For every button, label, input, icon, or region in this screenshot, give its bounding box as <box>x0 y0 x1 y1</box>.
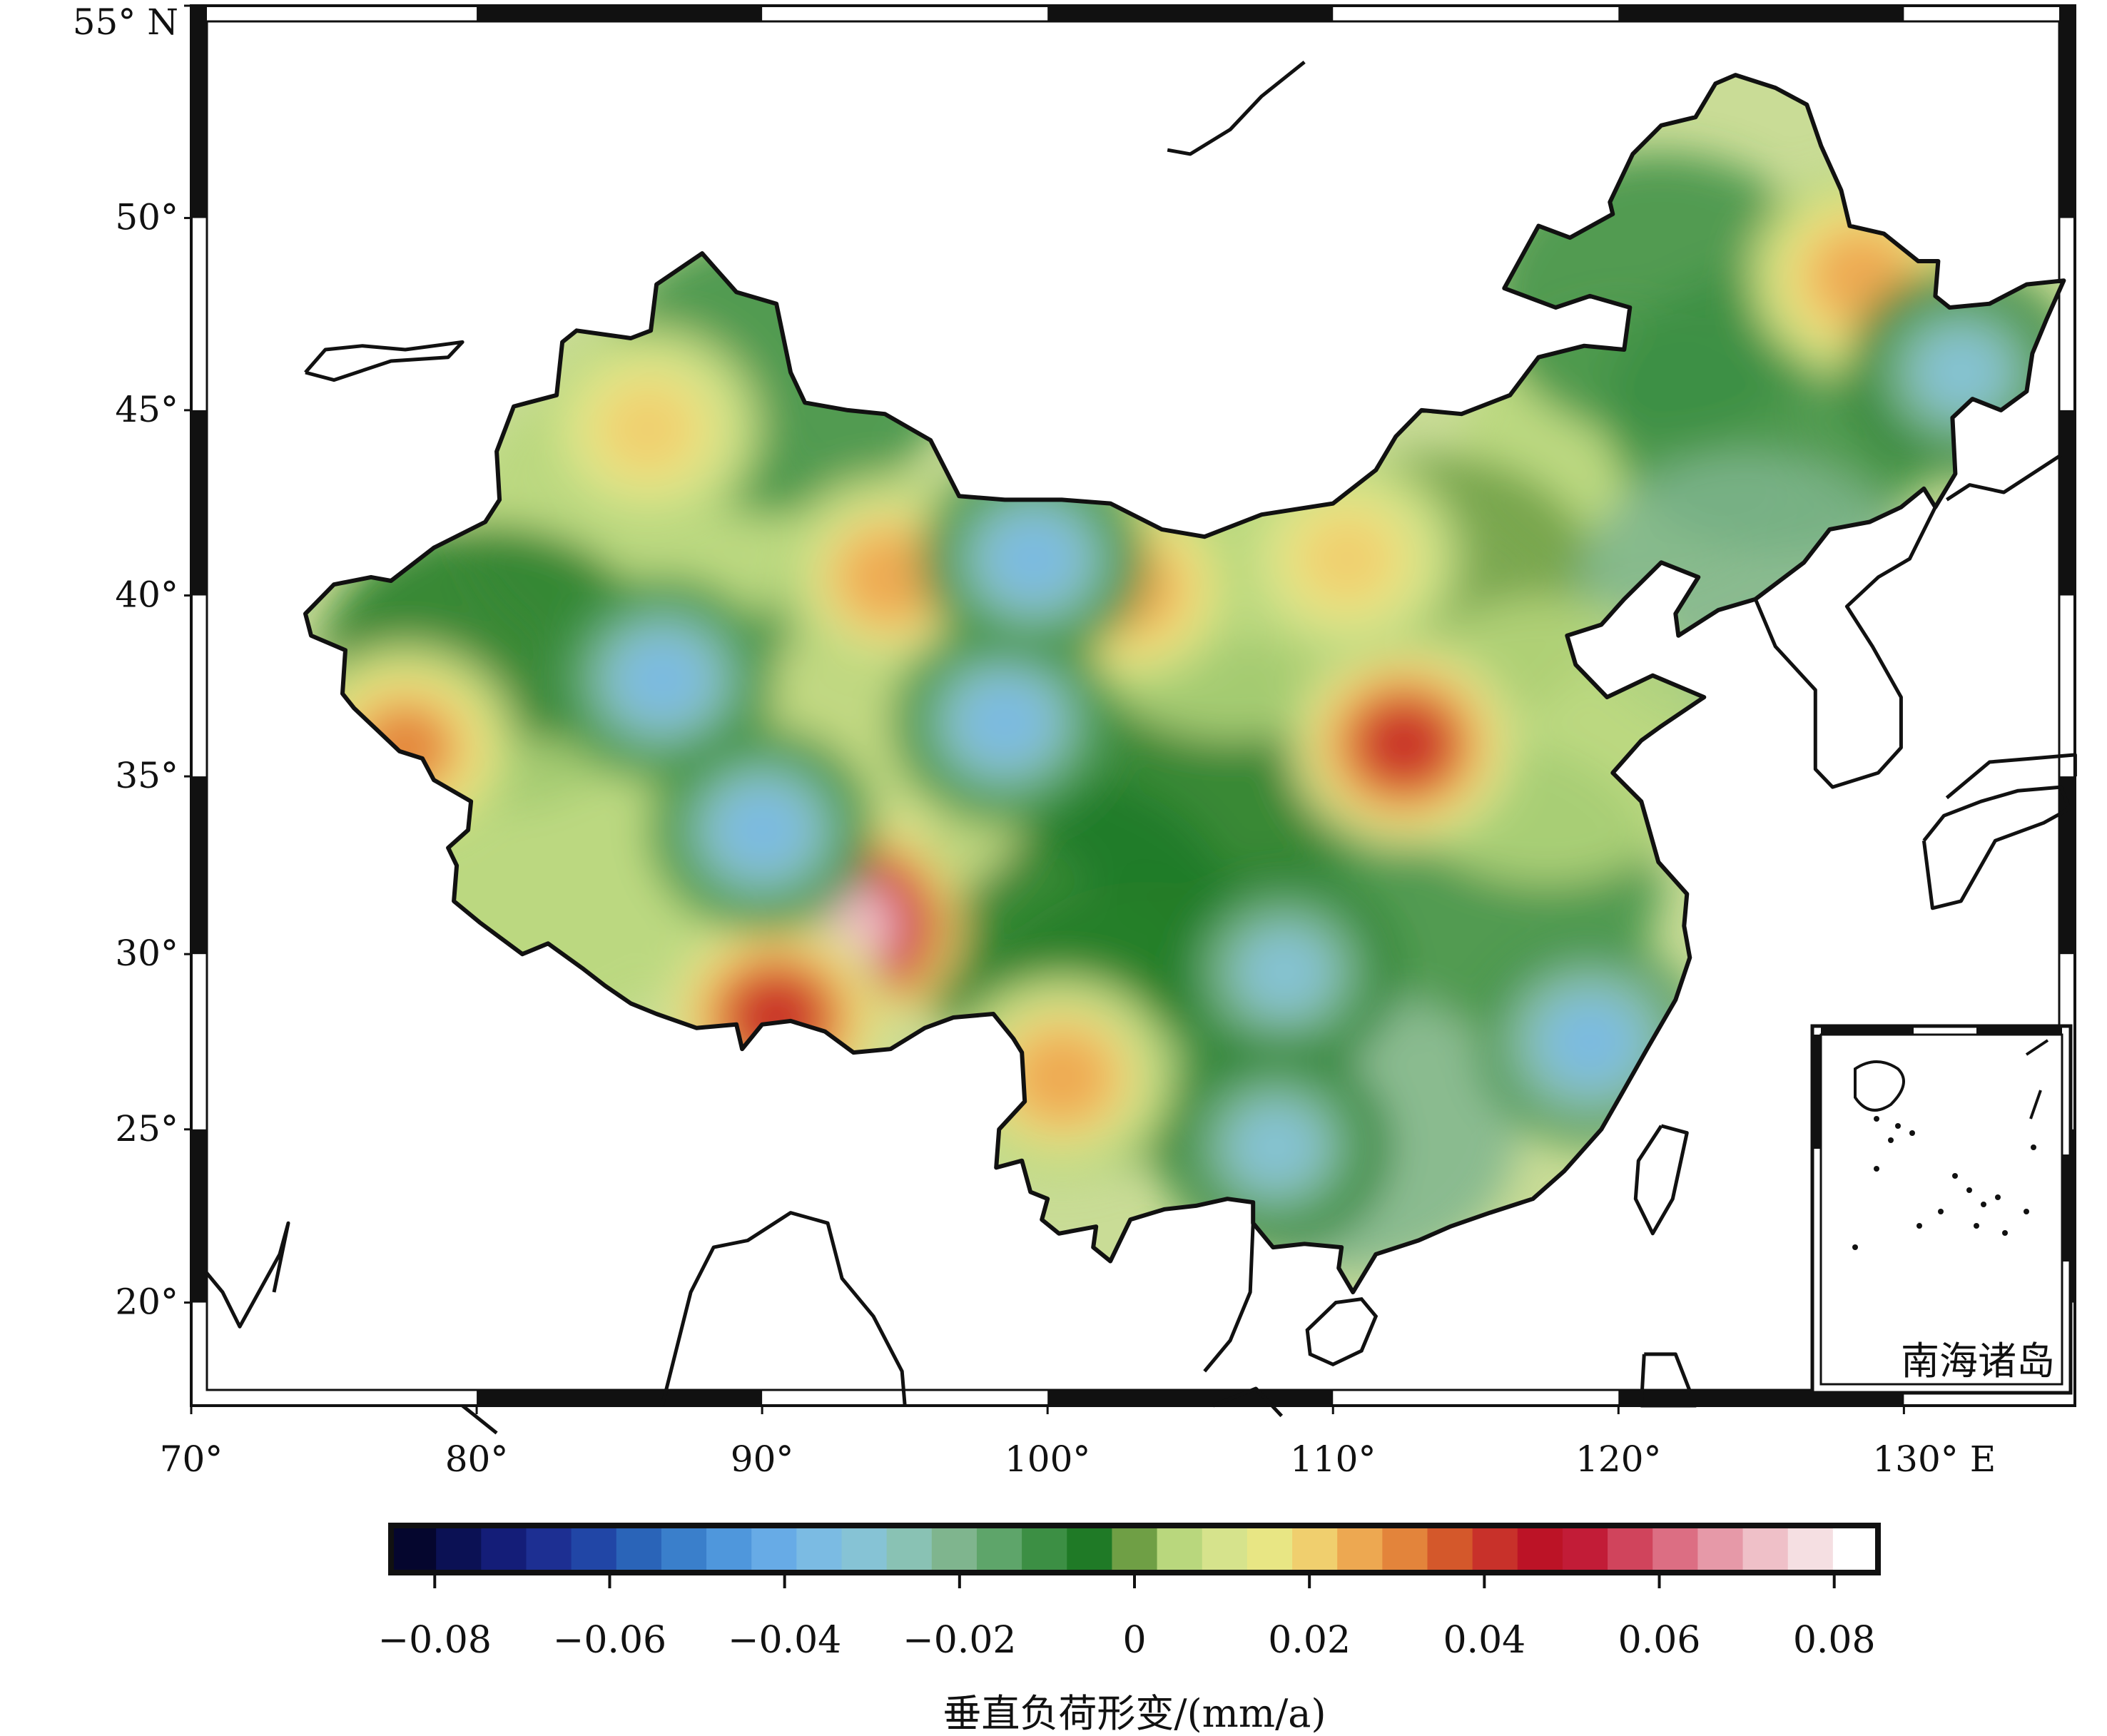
colorbar-swatch <box>1472 1526 1518 1573</box>
south-china-sea-inset: 南海诸岛 <box>1810 1024 2073 1395</box>
colorbar-swatch <box>1427 1526 1473 1573</box>
colorbar-swatch <box>661 1526 707 1573</box>
colorbar-swatch <box>1022 1526 1068 1573</box>
colorbar-swatch <box>1832 1526 1879 1573</box>
colorbar-tick-label: 0 <box>1122 1619 1146 1662</box>
lon-tick-label: 100° <box>1005 1438 1090 1480</box>
colorbar-tick-label: 0.04 <box>1443 1619 1525 1662</box>
colorbar-swatch <box>1742 1526 1789 1573</box>
lat-tick-label: 20° <box>115 1281 178 1323</box>
colorbar-swatch <box>1247 1526 1293 1573</box>
field-hotspot <box>1914 329 2009 415</box>
field-hotspot <box>715 787 810 873</box>
colorbar: −0.08 −0.06 −0.04 −0.02 0 0.02 0.04 0.06 0.08 垂直负… <box>378 1523 1881 1736</box>
lat-tick-label: 40° <box>115 574 178 616</box>
colorbar-swatch <box>1157 1526 1203 1573</box>
neighbor-coastlines <box>204 60 2077 1435</box>
colorbar-tick-label: −0.06 <box>553 1619 666 1662</box>
colorbar-swatch <box>526 1526 572 1573</box>
field-hotspot <box>1237 928 1332 1015</box>
lon-tick-label: 80° <box>445 1438 509 1480</box>
field-hotspot <box>1015 1034 1110 1120</box>
lon-tick-label: 110° <box>1290 1438 1376 1480</box>
colorbar-swatch <box>571 1526 617 1573</box>
coastline <box>1167 60 1306 156</box>
colorbar-tick-label: −0.08 <box>378 1619 492 1662</box>
lon-tick-label: 90° <box>731 1438 794 1480</box>
coastline <box>1639 1352 1697 1408</box>
lat-tick-label: 35° <box>115 755 178 796</box>
colorbar-swatch <box>1292 1526 1338 1573</box>
colorbar-swatch <box>1697 1526 1744 1573</box>
latitude-labels: 55° N 50° 45° 40° 35° 30° 25° 20° <box>73 1 191 1323</box>
coastline <box>1921 785 2071 910</box>
colorbar-swatch <box>1112 1526 1158 1573</box>
lon-tick-label: 120° <box>1575 1438 1661 1480</box>
colorbar-tick-label: 0.08 <box>1793 1619 1876 1662</box>
longitude-labels: 70° 80° 90° 100° 110° 120° 130° E <box>160 1406 1996 1480</box>
colorbar-swatch <box>391 1526 437 1573</box>
colorbar-swatch <box>1787 1526 1834 1573</box>
colorbar-swatch <box>1337 1526 1383 1573</box>
colorbar-swatch <box>1067 1526 1113 1573</box>
coastline <box>660 1211 907 1406</box>
lat-tick-label: 55° N <box>73 1 178 43</box>
colorbar-swatch <box>481 1526 527 1573</box>
field-hotspot <box>1357 701 1452 787</box>
lat-tick-label: 25° <box>115 1108 178 1149</box>
colorbar-swatch <box>436 1526 482 1573</box>
coastline <box>1945 753 2077 800</box>
lat-tick-label: 45° <box>115 389 178 430</box>
colorbar-title: 垂直负荷形变/(mm/a) <box>943 1691 1326 1736</box>
inset-label: 南海诸岛 <box>1901 1339 2055 1384</box>
coastline <box>1212 1386 1284 1418</box>
colorbar-swatch <box>616 1526 662 1573</box>
colorbar-swatch <box>886 1526 933 1573</box>
colorbar-swatch <box>841 1526 888 1573</box>
field-hotspot <box>958 679 1052 766</box>
colorbar-swatch <box>1382 1526 1428 1573</box>
coastline <box>204 1221 290 1329</box>
colorbar-swatch <box>931 1526 978 1573</box>
lat-tick-label: 30° <box>115 933 178 974</box>
coastline <box>1633 1124 1689 1236</box>
field-hotspot <box>843 534 938 620</box>
coastline <box>461 1404 498 1435</box>
colorbar-swatch <box>1202 1526 1248 1573</box>
colorbar-tick-label: 0.06 <box>1618 1619 1701 1662</box>
coastline <box>1946 453 2062 502</box>
field-hotspot <box>1229 1104 1324 1190</box>
china-border <box>303 73 2066 1294</box>
hainan-island <box>1305 1297 1379 1367</box>
colorbar-tick-label: −0.04 <box>728 1619 841 1662</box>
field-hotspot <box>986 516 1081 602</box>
lon-tick-label: 130° E <box>1872 1438 1996 1480</box>
colorbar-swatch <box>796 1526 843 1573</box>
colorbar-tick-label: 0.02 <box>1268 1619 1351 1662</box>
lat-tick-label: 50° <box>115 197 178 238</box>
colorbar-swatch <box>1652 1526 1699 1573</box>
field-hotspot <box>358 704 453 791</box>
colorbar-swatch <box>976 1526 1022 1573</box>
coastline <box>1753 506 1937 789</box>
coastline <box>304 340 464 382</box>
colorbar-swatch <box>751 1526 798 1573</box>
field-hotspot <box>601 386 696 472</box>
field-hotspot <box>1300 516 1395 602</box>
coastline <box>1203 1223 1255 1373</box>
colorbar-swatch <box>1562 1526 1608 1573</box>
colorbar-swatch <box>1517 1526 1563 1573</box>
field-hotspot <box>1543 999 1638 1085</box>
lon-tick-label: 70° <box>160 1438 223 1480</box>
colorbar-swatch <box>1608 1526 1654 1573</box>
field-hotspot <box>615 636 710 722</box>
colorbar-tick-label: −0.02 <box>903 1619 1016 1662</box>
colorbar-swatch <box>706 1526 753 1573</box>
islands <box>1305 1297 1379 1367</box>
